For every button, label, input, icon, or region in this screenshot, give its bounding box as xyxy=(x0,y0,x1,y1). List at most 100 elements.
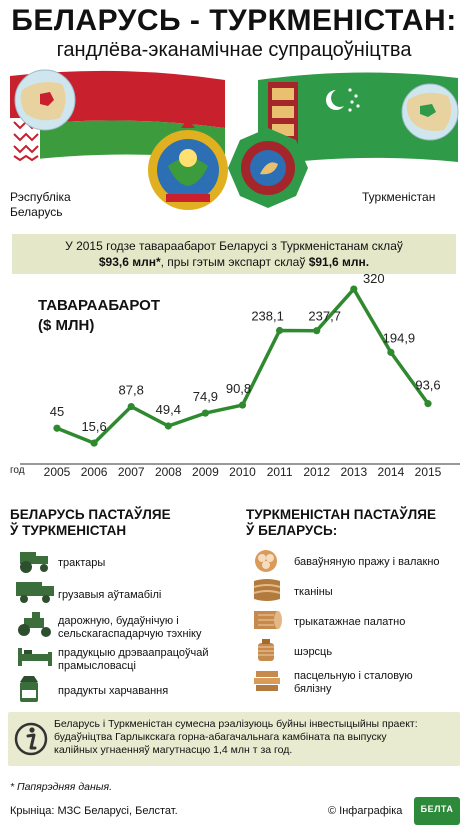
imports-title: ТУРКМЕНІСТАН ПАСТАЎЛЯЕ Ў БЕЛАРУСЬ: xyxy=(246,507,436,539)
tractor-icon xyxy=(16,548,52,579)
exports-item-label-line1: грузавыя аўтамабілі xyxy=(58,589,162,601)
highlight-value-export: $91,6 млн. xyxy=(308,255,370,269)
imports-item-label: тканіны xyxy=(294,586,333,599)
trade-line-chart: 45 2005 15,6 2006 87,8 2007 49,4 2008 74,9 2009 90… xyxy=(10,271,460,479)
data-label: 74,9 xyxy=(193,389,218,404)
data-label: 90,8 xyxy=(226,381,251,396)
exports-item-label: прадукты харчавання xyxy=(58,685,168,698)
highlight-line2: $93,6 млн*, пры гэтым экспарт склаў $91,… xyxy=(18,254,450,270)
exports-item-label: грузавыя аўтамабілі xyxy=(58,589,161,602)
imports-item-label: пасцельную і сталовую бялізну xyxy=(294,670,413,696)
page-subtitle: гандлёва-эканамічнае супрацоўніцтва xyxy=(56,39,412,61)
exports-item-label-line1: дарожную, будаўнічую і xyxy=(58,615,179,627)
data-point xyxy=(350,285,358,293)
exports-item-label: трактары xyxy=(58,557,105,570)
x-tick-label: 2010 xyxy=(229,465,256,479)
x-tick-label: 2012 xyxy=(303,465,330,479)
x-tick-label: 2007 xyxy=(118,465,145,479)
x-axis-label: год xyxy=(10,465,25,476)
cotton-icon xyxy=(252,547,280,580)
imports-item-label-line1: шэрсць xyxy=(294,646,333,658)
data-label: 45 xyxy=(50,404,64,419)
imports-item-label: баваўняную пражу і валакно xyxy=(294,556,440,569)
wool-icon xyxy=(252,637,280,670)
belta-logo-text: БЕЛТА xyxy=(420,804,454,814)
belta-logo xyxy=(414,797,460,825)
bed-icon xyxy=(16,644,54,673)
linen-icon xyxy=(252,667,282,700)
x-tick-label: 2005 xyxy=(44,465,71,479)
x-tick-label: 2008 xyxy=(155,465,182,479)
info-line1: Беларусь і Туркменістан сумесна рэалізую… xyxy=(54,718,418,730)
x-tick-label: 2014 xyxy=(378,465,405,479)
x-tick-label: 2006 xyxy=(81,465,108,479)
data-point xyxy=(387,348,395,356)
highlight-value-total: $93,6 млн* xyxy=(98,255,161,269)
data-point xyxy=(424,400,432,408)
data-point xyxy=(313,327,321,335)
footnote: * Папярэдняя даныя. xyxy=(10,781,112,793)
turkmenistan-emblem-icon xyxy=(228,128,308,208)
info-text: Беларусь і Туркменістан сумесна рэалізую… xyxy=(54,718,454,757)
highlight-line1: У 2015 годзе тавараабарот Беларусі з Тур… xyxy=(65,239,403,253)
exports-title-line1: БЕЛАРУСЬ ПАСТАЎЛЯЕ xyxy=(10,507,171,522)
copyright: © Інфаграфіка xyxy=(328,805,403,817)
fabric-icon xyxy=(252,577,282,608)
chart-unit: ($ МЛН) xyxy=(38,317,95,334)
exports-item-label-line1: прадукцыю дрэваапрацоўчай xyxy=(58,647,209,659)
road-machine-icon xyxy=(16,612,56,643)
data-point xyxy=(53,424,61,432)
data-label: 15,6 xyxy=(81,419,106,434)
imports-title-line1: ТУРКМЕНІСТАН ПАСТАЎЛЯЕ xyxy=(246,507,436,522)
exports-item-label-line2: прамысловасці xyxy=(58,660,136,672)
info-line3: калійных угнаенняў магутнасцю 1,4 млн т … xyxy=(54,744,293,756)
info-icon xyxy=(14,722,48,756)
turkmenistan-label: Туркменістан xyxy=(362,190,436,204)
imports-item-label-line1: трыкатажнае палатно xyxy=(294,616,406,628)
data-label: 49,4 xyxy=(156,402,181,417)
highlight-text: У 2015 годзе тавараабарот Беларусі з Тур… xyxy=(18,238,450,270)
info-line2: будаўніцтва Гарлыкскага горна-абагачальн… xyxy=(54,731,387,743)
imports-item-label-line1: тканіны xyxy=(294,586,333,598)
data-point xyxy=(201,409,209,417)
imports-item-label-line1: баваўняную пражу і валакно xyxy=(294,556,440,568)
milk-icon xyxy=(16,676,46,709)
belarus-emblem-icon xyxy=(148,119,228,210)
belarus-label-line1: Рэспубліка xyxy=(10,190,71,204)
exports-item-label-line1: прадукты харчавання xyxy=(58,685,169,697)
data-label: 87,8 xyxy=(119,383,144,398)
knit-fabric-icon xyxy=(252,607,282,638)
data-point xyxy=(238,401,247,409)
exports-item-label-line1: трактары xyxy=(58,557,106,569)
exports-title-line2: Ў ТУРКМЕНІСТАН xyxy=(10,523,127,538)
imports-title-line2: Ў БЕЛАРУСЬ: xyxy=(246,523,338,538)
x-tick-label: 2013 xyxy=(340,465,367,479)
belarus-globe-icon xyxy=(14,69,76,131)
imports-item-label-line1: пасцельную і сталовую xyxy=(294,670,413,682)
imports-item-label: шэрсць xyxy=(294,646,332,659)
data-label: 194,9 xyxy=(383,330,416,345)
info-box xyxy=(8,712,460,766)
x-tick-label: 2011 xyxy=(267,465,293,479)
highlight-box xyxy=(12,234,456,274)
exports-item-label: прадукцыю дрэваапрацоўчай прамысловасці xyxy=(58,647,209,673)
chart-title: ТАВАРААБАРОТ xyxy=(38,297,160,314)
data-point xyxy=(164,422,172,430)
exports-item-label-line2: сельскагаспадарчую тэхніку xyxy=(58,628,202,640)
belarus-label: Рэспубліка Беларусь xyxy=(10,190,71,220)
exports-item-label: дарожную, будаўнічую і сельскагаспадарчую… xyxy=(58,615,201,641)
flags-illustration xyxy=(10,69,459,210)
x-tick-label: 2009 xyxy=(192,465,219,479)
data-label: 237,7 xyxy=(308,309,341,324)
source: Крыніца: МЗС Беларусі, Белстат. xyxy=(10,805,178,817)
belarus-label-line2: Беларусь xyxy=(10,205,63,219)
data-point xyxy=(90,439,98,447)
data-point xyxy=(127,402,135,411)
highlight-mid: , пры гэтым экспарт склаў xyxy=(160,255,309,269)
exports-title: БЕЛАРУСЬ ПАСТАЎЛЯЕ Ў ТУРКМЕНІСТАН xyxy=(10,507,171,539)
data-label: 320 xyxy=(363,271,385,286)
data-point xyxy=(276,326,284,335)
data-label: 238,1 xyxy=(251,309,284,324)
imports-item-label: трыкатажнае палатно xyxy=(294,616,405,629)
truck-icon xyxy=(16,580,56,609)
